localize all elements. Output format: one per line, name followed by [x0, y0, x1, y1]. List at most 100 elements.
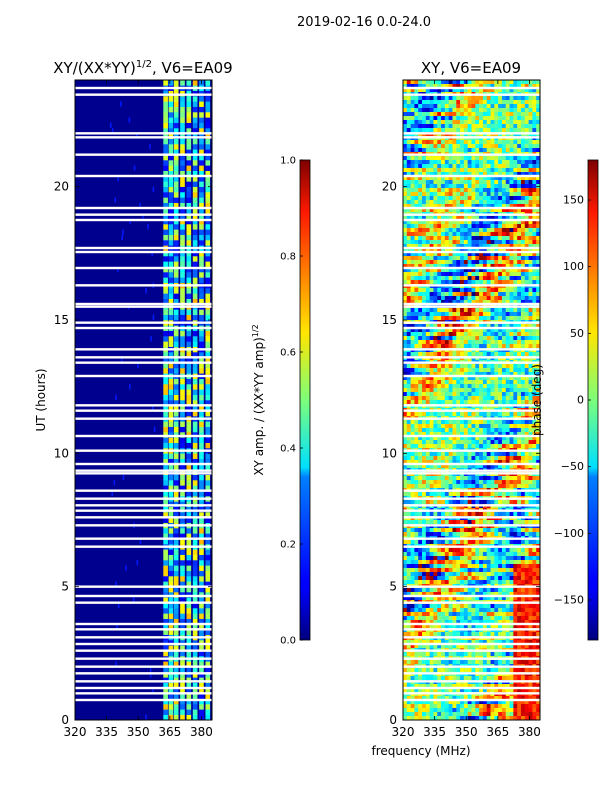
phase-cell — [406, 184, 411, 189]
phase-cell — [471, 344, 476, 349]
phase-cell — [414, 280, 419, 285]
phase-cell — [505, 364, 510, 369]
phase-cell — [467, 192, 472, 197]
phase-cell — [501, 428, 507, 433]
phase-cell — [444, 412, 449, 417]
phase-cell — [482, 104, 488, 109]
phase-cell — [486, 120, 491, 125]
amplitude-cell — [122, 474, 125, 480]
phase-cell — [528, 432, 533, 437]
amplitude-cell — [163, 458, 168, 465]
phase-cell — [456, 364, 461, 369]
amplitude-cell — [168, 517, 174, 523]
amplitude-cell — [186, 192, 192, 198]
phase-cell — [414, 108, 419, 113]
phase-cell — [501, 192, 507, 197]
phase-cell — [418, 108, 423, 113]
phase-cell — [498, 104, 503, 109]
phase-cell — [528, 340, 533, 345]
phase-cell — [441, 500, 446, 505]
amplitude-cell — [180, 650, 185, 657]
phase-cell — [501, 120, 507, 125]
amplitude-cell — [186, 160, 192, 166]
phase-cell — [444, 332, 449, 337]
phase-cell — [448, 216, 453, 221]
phase-cell — [444, 328, 449, 333]
phase-cell — [437, 256, 442, 261]
phase-cell — [490, 452, 495, 457]
phase-cell — [490, 96, 495, 101]
phase-cell — [414, 124, 419, 129]
phase-cell — [471, 392, 476, 397]
phase-cell — [448, 332, 453, 337]
phase-cell — [509, 128, 514, 133]
phase-cell — [406, 368, 411, 373]
phase-cell — [460, 180, 465, 185]
phase-cell — [460, 172, 465, 177]
phase-cell — [444, 176, 449, 181]
phase-cell — [422, 372, 427, 377]
flagged-row — [75, 545, 212, 548]
phase-cell — [490, 476, 495, 481]
phase-cell — [467, 264, 472, 269]
phase-cell — [437, 452, 442, 457]
phase-cell — [448, 376, 453, 381]
amplitude-cell — [192, 682, 198, 689]
phase-cell — [429, 88, 434, 93]
phase-cell — [494, 240, 499, 245]
phase-cell — [456, 436, 461, 441]
amplitude-cell — [192, 645, 198, 651]
phase-cell — [536, 96, 540, 101]
phase-cell — [444, 84, 449, 89]
phase-cell — [501, 124, 507, 129]
phase-cell — [437, 220, 442, 225]
phase-cell — [498, 368, 503, 373]
phase-cell — [501, 172, 507, 177]
phase-cell — [486, 148, 491, 153]
amplitude-cell — [199, 442, 204, 449]
phase-cell — [422, 116, 427, 121]
phase-cell — [536, 168, 540, 173]
phase-cell — [452, 280, 457, 285]
amplitude-cell — [180, 224, 185, 230]
amplitude-cell — [163, 218, 168, 225]
amplitude-cell — [173, 170, 179, 177]
phase-cell — [528, 456, 533, 461]
phase-cell — [471, 296, 476, 301]
phase-cell — [452, 380, 457, 385]
phase-cell — [456, 432, 461, 437]
phase-cell — [414, 188, 419, 193]
phase-cell — [425, 144, 430, 149]
phase-cell — [422, 128, 427, 133]
phase-cell — [532, 88, 537, 93]
amplitude-cell — [173, 602, 179, 609]
phase-cell — [520, 384, 526, 389]
amplitude-cell — [168, 144, 174, 150]
phase-cell — [444, 396, 449, 401]
phase-cell — [456, 460, 461, 465]
phase-cell — [471, 168, 476, 173]
phase-cell — [486, 268, 491, 273]
phase-cell — [528, 252, 533, 257]
phase-cell — [471, 376, 476, 381]
amplitude-cell — [180, 394, 185, 401]
phase-cell — [429, 224, 434, 229]
phase-cell — [463, 256, 468, 261]
amplitude-cell — [192, 101, 198, 107]
phase-cell — [482, 248, 488, 253]
phase-cell — [524, 192, 529, 197]
phase-cell — [422, 308, 427, 313]
phase-cell — [422, 232, 427, 237]
phase-cell — [460, 188, 465, 193]
phase-cell — [463, 244, 468, 249]
phase-cell — [471, 312, 476, 317]
phase-cell — [513, 276, 518, 281]
phase-cell — [532, 276, 537, 281]
phase-cell — [505, 352, 510, 357]
phase-cell — [505, 240, 510, 245]
phase-cell — [524, 112, 529, 117]
phase-cell — [486, 276, 491, 281]
amplitude-cell — [186, 202, 192, 209]
amplitude-cell — [168, 688, 174, 694]
phase-cell — [406, 412, 411, 417]
